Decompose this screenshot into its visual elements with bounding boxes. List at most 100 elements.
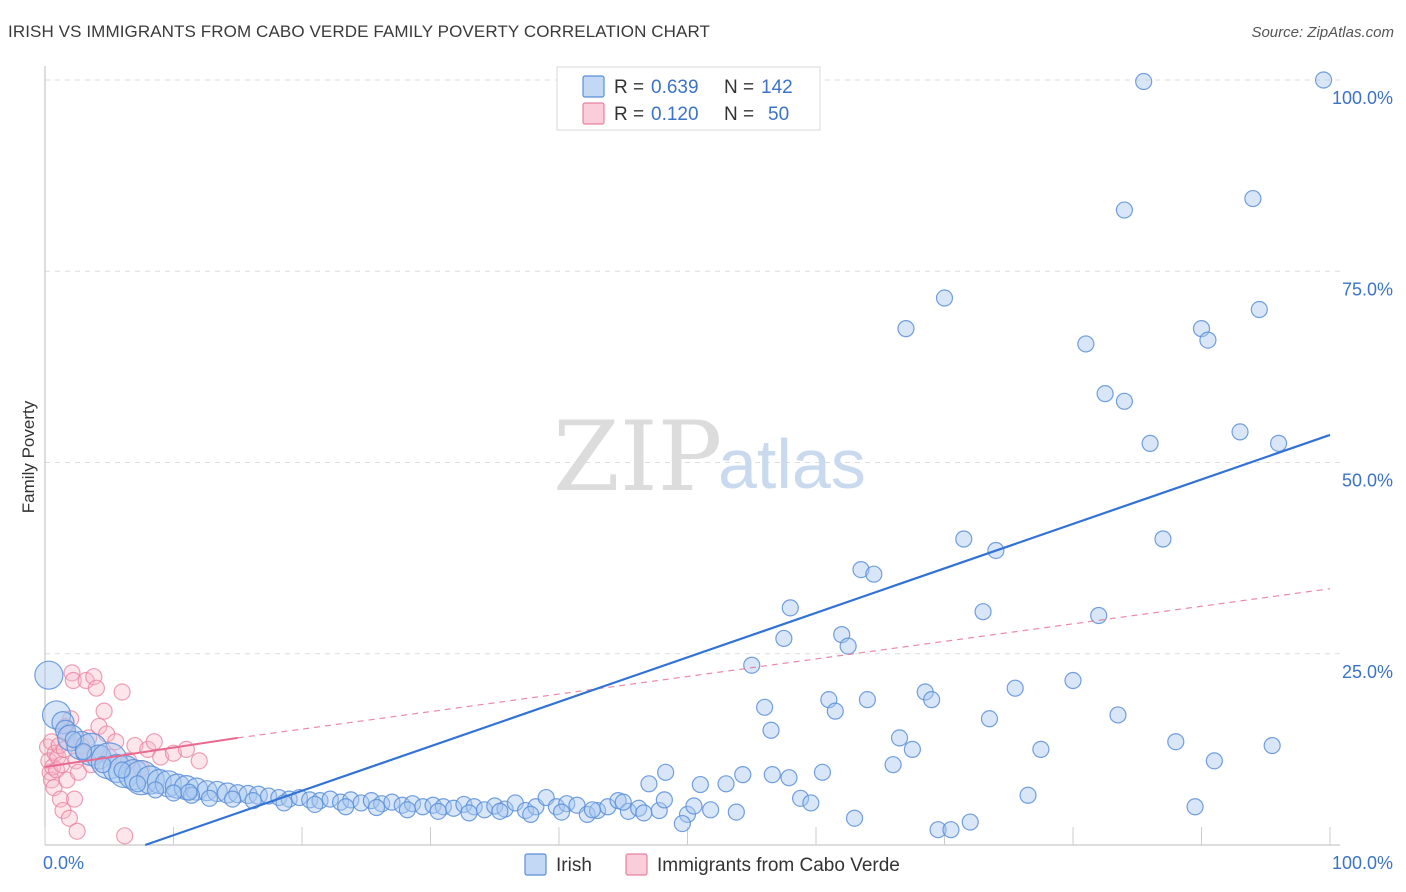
y-tick-labels: 25.0% 50.0% 75.0% 100.0% — [1332, 88, 1393, 682]
irish-point-136 — [1141, 434, 1159, 452]
irish-point-127 — [1006, 679, 1024, 697]
bottom-legend-label-cabo-verde: Immigrants from Cabo Verde — [657, 855, 900, 876]
irish-point-32 — [331, 793, 350, 811]
legend-n-label-irish: N = — [724, 77, 754, 98]
irish-point-87 — [635, 804, 653, 822]
source-label: Source: ZipAtlas.com — [1251, 24, 1394, 41]
irish-point-57 — [588, 801, 607, 820]
irish-point-83 — [522, 805, 540, 824]
grid — [45, 79, 1340, 655]
legend-r-value-irish: 0.639 — [651, 77, 699, 98]
irish-series — [34, 71, 1333, 839]
y-tick-label-1: 50.0% — [1342, 471, 1393, 491]
irish-point-79 — [398, 801, 416, 819]
cabo-point-42 — [145, 733, 163, 751]
irish-point-69 — [146, 781, 165, 799]
irish-point-130 — [1064, 671, 1082, 690]
irish-point-101 — [813, 763, 832, 781]
cabo-point-48 — [68, 822, 86, 840]
irish-point-95 — [727, 803, 745, 821]
cabo-point-47 — [65, 790, 84, 808]
irish-point-90 — [657, 763, 675, 781]
irish-point-13 — [135, 765, 165, 795]
irish-point-73 — [224, 790, 242, 808]
irish-point-148 — [897, 320, 915, 338]
y-tick-label-2: 75.0% — [1342, 279, 1393, 299]
irish-point-152 — [1115, 201, 1134, 219]
irish-point-76 — [306, 795, 324, 814]
cabo-point-18 — [60, 809, 79, 827]
irish-point-96 — [702, 801, 720, 819]
irish-point-122 — [935, 289, 954, 307]
irish-point-108 — [839, 637, 857, 655]
irish-point-138 — [1167, 733, 1185, 751]
irish-point-64 — [64, 730, 82, 749]
irish-point-71 — [182, 786, 201, 804]
cabo-point-46 — [190, 752, 208, 770]
irish-trend-line — [144, 433, 1331, 847]
bottom-legend-label-irish: Irish — [556, 855, 592, 876]
irish-point-109 — [852, 560, 870, 579]
irish-point-2 — [51, 710, 75, 735]
irish-point-37 — [383, 793, 401, 811]
irish-point-117 — [890, 729, 909, 747]
irish-point-121 — [929, 821, 947, 839]
x-tick-labels: 0.0% 100.0% — [43, 853, 1393, 873]
irish-point-154 — [1314, 71, 1333, 89]
irish-point-81 — [460, 804, 478, 822]
irish-point-131 — [1077, 335, 1095, 353]
irish-point-139 — [1186, 798, 1204, 816]
irish-point-88 — [655, 791, 673, 809]
y-tick-label-3: 100.0% — [1332, 88, 1393, 108]
irish-point-123 — [955, 530, 973, 548]
cabo-point-45 — [177, 740, 195, 758]
irish-point-124 — [974, 603, 992, 621]
irish-point-142 — [1205, 752, 1223, 770]
legend-n-value-irish: 142 — [761, 77, 793, 98]
axes — [44, 66, 1340, 846]
irish-point-118 — [903, 740, 921, 758]
irish-point-72 — [200, 789, 219, 807]
irish-point-0 — [34, 660, 64, 690]
cabo-point-37 — [113, 683, 131, 701]
irish-point-80 — [429, 802, 447, 820]
irish-point-91 — [691, 775, 709, 794]
irish-point-150 — [961, 813, 979, 831]
bottom-legend-swatch-irish — [524, 853, 547, 876]
cabo-point-21 — [64, 671, 82, 690]
irish-point-67 — [113, 761, 131, 779]
irish-point-77 — [337, 798, 355, 816]
bottom-legend-swatch-cabo-verde — [625, 853, 648, 876]
irish-point-68 — [128, 775, 147, 793]
irish-point-61 — [630, 799, 648, 817]
irish-point-134 — [1109, 706, 1127, 724]
irish-point-100 — [780, 769, 798, 787]
watermark: ZIP atlas — [553, 401, 866, 513]
irish-point-145 — [1250, 300, 1268, 319]
irish-point-89 — [180, 783, 198, 801]
irish-point-99 — [763, 766, 781, 784]
legend-swatch-irish — [582, 75, 605, 98]
irish-point-84 — [552, 803, 571, 821]
cabo-point-23 — [69, 763, 88, 781]
legend-box: R = 0.639 N = 142 R = 0.120 N = 50 — [556, 66, 821, 131]
irish-point-105 — [791, 789, 810, 807]
irish-point-146 — [1263, 736, 1281, 755]
irish-point-56 — [578, 805, 596, 824]
irish-point-149 — [845, 809, 864, 827]
irish-point-133 — [1096, 385, 1114, 403]
irish-point-115 — [858, 691, 877, 709]
bottom-legend: Irish Immigrants from Cabo Verde — [524, 853, 900, 876]
legend-r-value-cabo-verde: 0.120 — [651, 104, 699, 125]
cabo-trend-dashed — [237, 588, 1331, 739]
cabo-trend-solid — [44, 736, 238, 768]
irish-point-153 — [1135, 72, 1153, 91]
irish-point-104 — [762, 721, 780, 739]
irish-point-135 — [1115, 392, 1134, 410]
irish-point-85 — [583, 801, 602, 819]
irish-point-147 — [1269, 434, 1288, 452]
irish-point-66 — [94, 756, 112, 774]
irish-point-78 — [367, 798, 386, 817]
legend-swatch-cabo-verde — [582, 102, 605, 125]
